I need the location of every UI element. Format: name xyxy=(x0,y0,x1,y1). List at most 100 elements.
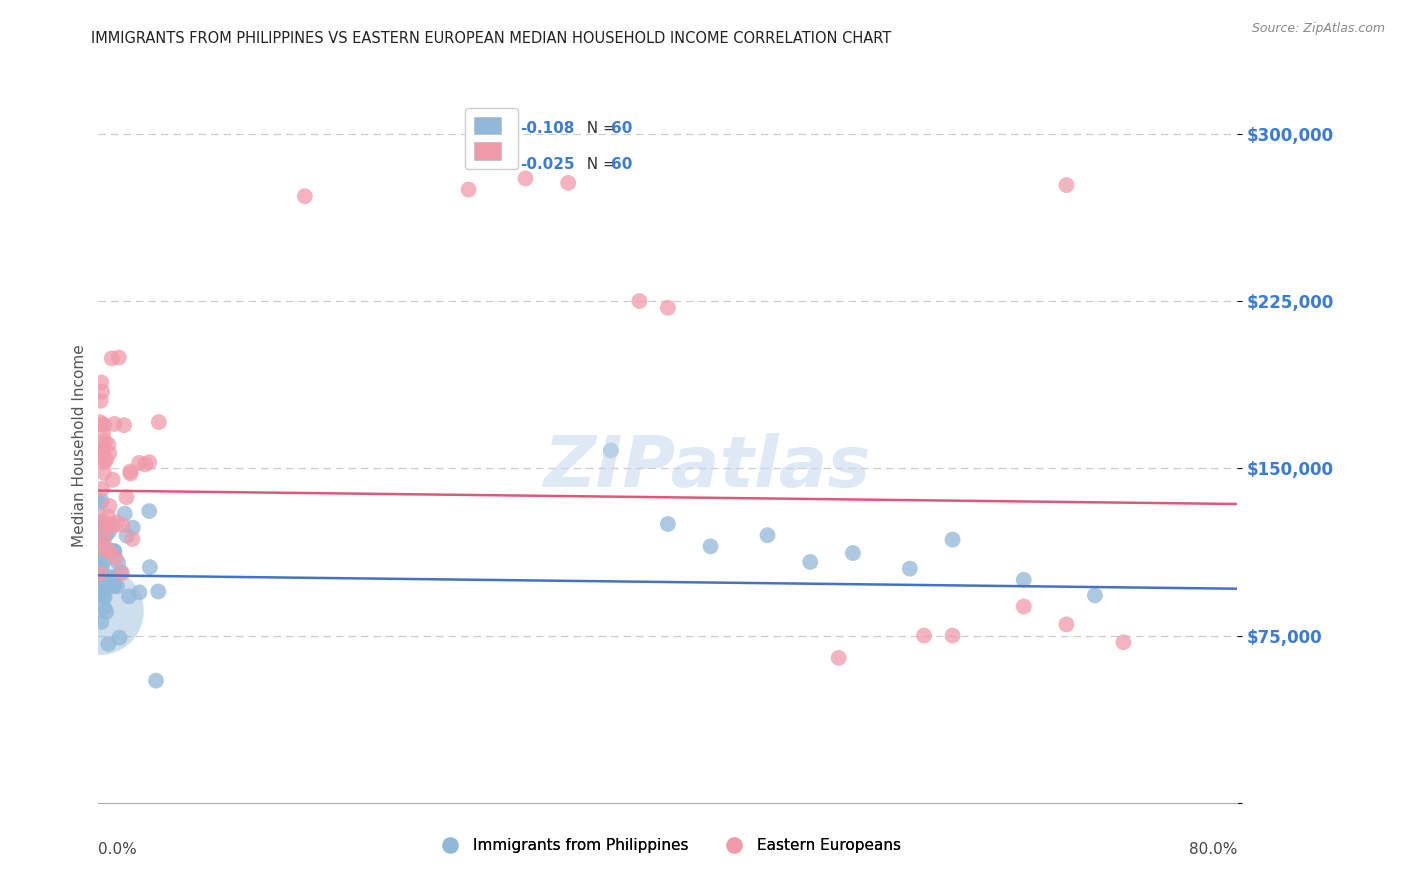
Text: 80.0%: 80.0% xyxy=(1189,842,1237,857)
Point xyxy=(90,584,112,599)
Text: 60: 60 xyxy=(612,121,633,136)
Point xyxy=(93,600,115,615)
Point xyxy=(942,533,965,547)
Point xyxy=(93,452,115,467)
Point xyxy=(128,585,150,599)
Text: Source: ZipAtlas.com: Source: ZipAtlas.com xyxy=(1251,22,1385,36)
Point xyxy=(110,565,132,579)
Point xyxy=(98,543,121,558)
Point xyxy=(100,570,122,584)
Point xyxy=(91,482,114,496)
Point xyxy=(93,590,115,604)
Text: N =: N = xyxy=(576,157,620,172)
Text: R =: R = xyxy=(485,157,519,172)
Point xyxy=(1084,589,1107,603)
Point xyxy=(600,443,623,458)
Point xyxy=(89,581,111,595)
Point xyxy=(90,515,112,529)
Point xyxy=(89,415,111,429)
Point xyxy=(89,567,111,582)
Point xyxy=(101,579,124,593)
Point xyxy=(91,444,114,458)
Point xyxy=(90,535,112,549)
Point xyxy=(98,499,121,513)
Point xyxy=(91,558,114,573)
Point xyxy=(103,545,125,559)
Point xyxy=(103,544,125,558)
Y-axis label: Median Household Income: Median Household Income xyxy=(72,344,87,548)
Point xyxy=(105,579,128,593)
Point xyxy=(111,566,134,581)
Text: IMMIGRANTS FROM PHILIPPINES VS EASTERN EUROPEAN MEDIAN HOUSEHOLD INCOME CORRELAT: IMMIGRANTS FROM PHILIPPINES VS EASTERN E… xyxy=(91,31,891,46)
Point xyxy=(111,518,134,533)
Point xyxy=(128,456,150,470)
Point xyxy=(756,528,779,542)
Point xyxy=(1012,599,1035,614)
Point xyxy=(121,520,143,534)
Point xyxy=(148,415,170,429)
Point xyxy=(108,351,131,365)
Point xyxy=(138,455,160,469)
Point xyxy=(89,496,111,510)
Point xyxy=(134,458,156,472)
Point xyxy=(94,434,117,449)
Point xyxy=(89,541,111,555)
Point xyxy=(103,578,125,592)
Point xyxy=(112,418,135,433)
Point xyxy=(89,566,111,581)
Point xyxy=(89,542,111,557)
Point xyxy=(96,605,118,619)
Point xyxy=(93,533,115,547)
Point xyxy=(898,562,921,576)
Point xyxy=(107,556,129,570)
Point xyxy=(657,301,679,315)
Point xyxy=(799,555,821,569)
Point xyxy=(120,465,142,479)
Point xyxy=(103,571,125,585)
Point xyxy=(118,590,141,604)
Point xyxy=(1056,178,1078,192)
Point xyxy=(942,628,965,642)
Point xyxy=(97,509,120,524)
Point xyxy=(94,522,117,536)
Point xyxy=(101,351,124,366)
Point xyxy=(91,532,114,546)
Point xyxy=(90,393,112,408)
Point xyxy=(108,631,131,645)
Point xyxy=(90,518,112,533)
Point xyxy=(1056,617,1078,632)
Point xyxy=(139,560,162,574)
Point xyxy=(91,417,114,432)
Point xyxy=(90,376,112,390)
Point xyxy=(628,293,651,308)
Legend: Immigrants from Philippines, Eastern Europeans: Immigrants from Philippines, Eastern Eur… xyxy=(429,832,907,859)
Point xyxy=(93,517,115,532)
Point xyxy=(91,384,114,399)
Point xyxy=(94,519,117,533)
Point xyxy=(912,628,935,642)
Point xyxy=(97,518,120,533)
Text: 60: 60 xyxy=(612,157,633,172)
Point xyxy=(97,544,120,558)
Point xyxy=(457,182,479,196)
Point xyxy=(93,553,115,567)
Point xyxy=(97,544,120,558)
Point xyxy=(115,528,138,542)
Point xyxy=(93,466,115,480)
Point xyxy=(93,589,115,603)
Text: ZIPatlas: ZIPatlas xyxy=(544,433,872,502)
Point xyxy=(699,539,721,553)
Point xyxy=(104,550,127,565)
Point xyxy=(828,651,851,665)
Point xyxy=(90,564,112,578)
Point xyxy=(91,448,114,462)
Point xyxy=(515,171,537,186)
Point xyxy=(89,574,111,588)
Text: R =: R = xyxy=(485,121,519,136)
Point xyxy=(93,417,115,432)
Point xyxy=(115,490,138,504)
Point xyxy=(97,637,120,651)
Text: -0.025: -0.025 xyxy=(520,157,575,172)
Point xyxy=(101,473,124,487)
Point xyxy=(114,507,136,521)
